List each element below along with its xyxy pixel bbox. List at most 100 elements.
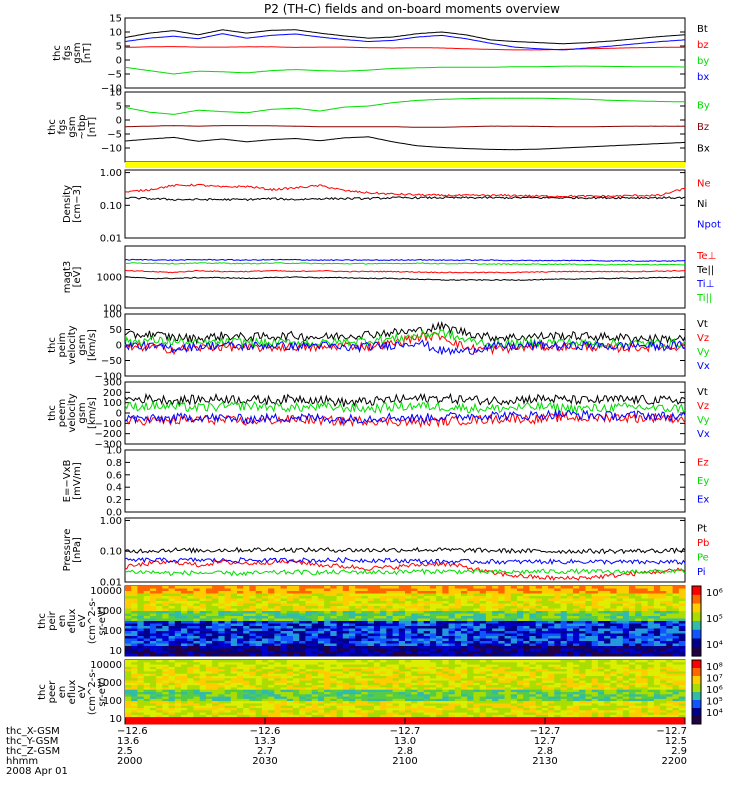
- spectrogram-cell: [125, 621, 132, 624]
- spectrogram-cell: [392, 593, 400, 597]
- spectrogram-cell: [212, 694, 219, 697]
- spectrogram-cell: [149, 606, 157, 609]
- legend-entry: Ni: [697, 199, 707, 210]
- spectrogram-cell: [504, 588, 512, 592]
- spectrogram-cell: [417, 666, 424, 670]
- spectrogram-cell: [255, 685, 263, 688]
- spectrogram-cell: [436, 669, 443, 672]
- spectrogram-cell: [554, 636, 561, 639]
- spectrogram-cell: [249, 701, 256, 704]
- spectrogram-cell: [585, 666, 592, 670]
- spectrogram-cell: [386, 593, 393, 597]
- spectrogram-cell: [529, 666, 536, 670]
- spectrogram-cell: [604, 653, 611, 657]
- spectrogram-cell: [386, 671, 393, 675]
- spectrogram-cell: [311, 638, 319, 642]
- spectrogram-cell: [411, 608, 418, 612]
- spectrogram-cell: [212, 596, 219, 599]
- spectrogram-cell: [355, 623, 362, 627]
- spectrogram-cell: [616, 653, 624, 657]
- spectrogram-cell: [492, 714, 499, 718]
- spectrogram-cell: [548, 660, 555, 663]
- spectrogram-cell: [280, 708, 288, 711]
- spectrogram-cell: [131, 669, 138, 672]
- spectrogram-cell: [392, 623, 400, 627]
- spectrogram-cell: [517, 596, 524, 599]
- spectrogram-cell: [517, 633, 524, 637]
- spectrogram-cell: [367, 648, 375, 652]
- spectrogram-cell: [255, 638, 263, 642]
- spectrogram-cell: [461, 653, 468, 657]
- spectrogram-cell: [199, 588, 207, 592]
- spectrogram-cell: [380, 694, 387, 697]
- spectrogram-cell: [616, 705, 624, 709]
- spectrogram-cell: [181, 682, 188, 686]
- spectrogram-cell: [299, 633, 306, 637]
- spectrogram-cell: [305, 608, 312, 612]
- colorbar-segment: [692, 621, 701, 631]
- spectrogram-cell: [573, 643, 580, 647]
- y-axis-label: thc fgs gsm ~tbp [nT]: [47, 115, 98, 140]
- spectrogram-cell: [523, 608, 530, 612]
- spectrogram-cell: [517, 603, 524, 607]
- spectrogram-cell: [653, 638, 661, 642]
- spectrogram-cell: [373, 682, 381, 686]
- spectrogram-cell: [541, 621, 549, 624]
- spectrogram-cell: [635, 669, 642, 672]
- spectrogram-cell: [156, 696, 163, 700]
- spectrogram-cell: [479, 611, 487, 614]
- spectrogram-cell: [660, 598, 667, 602]
- spectrogram-cell: [125, 623, 132, 627]
- spectrogram-cell: [355, 708, 362, 711]
- spectrogram-cell: [529, 680, 536, 684]
- spectrogram-cell: [255, 646, 263, 649]
- y-axis-label-line: gsm: [67, 116, 78, 137]
- spectrogram-cell: [585, 680, 592, 684]
- spectrogram-cell: [579, 651, 586, 654]
- spectrogram-cell: [305, 701, 312, 704]
- spectrogram-cell: [492, 621, 499, 624]
- spectrogram-cell: [678, 611, 686, 614]
- spectrogram-cell: [641, 698, 648, 702]
- spectrogram-cell: [405, 623, 412, 627]
- spectrogram-cell: [149, 666, 157, 670]
- spectrogram-cell: [622, 698, 630, 702]
- spectrogram-cell: [373, 588, 381, 592]
- spectrogram-cell: [137, 593, 144, 597]
- spectrogram-cell: [529, 616, 536, 619]
- spectrogram-cell: [573, 648, 580, 652]
- spectrogram-cell: [504, 648, 512, 652]
- spectrogram-cell: [448, 660, 456, 663]
- spectrogram-cell: [181, 626, 188, 629]
- spectrogram-cell: [268, 714, 275, 718]
- spectrogram-cell: [361, 603, 368, 607]
- spectrogram-cell: [566, 671, 574, 675]
- spectrogram-cell: [672, 626, 680, 629]
- spectrogram-cell: [653, 586, 661, 589]
- spectrogram-cell: [255, 714, 263, 718]
- spectrogram-cell: [666, 618, 673, 622]
- spectrogram-cell: [143, 626, 151, 629]
- spectrogram-cell: [604, 648, 611, 652]
- spectrogram-cell: [193, 673, 200, 677]
- spectrogram-cell: [417, 689, 424, 693]
- spectrogram-cell: [467, 701, 474, 704]
- spectrogram-cell: [541, 591, 549, 594]
- spectrogram-cell: [411, 646, 418, 649]
- spectrogram-cell: [423, 628, 431, 632]
- spectrogram-cell: [131, 633, 138, 637]
- spectrogram-cell: [168, 608, 176, 612]
- spectrogram-cell: [579, 666, 586, 670]
- spectrogram-cell: [653, 643, 661, 647]
- spectrogram-cell: [324, 698, 331, 702]
- spectrogram-cell: [398, 708, 406, 711]
- spectrogram-cell: [274, 596, 281, 599]
- spectrogram-cell: [380, 618, 387, 622]
- spectrogram-cell: [597, 613, 605, 617]
- spectrogram-cell: [423, 636, 431, 639]
- spectrogram-cell: [311, 601, 319, 604]
- spectrogram-cell: [405, 705, 412, 709]
- spectrogram-cell: [218, 660, 225, 663]
- legend-entry: Vt: [697, 319, 708, 330]
- spectrogram-cell: [336, 708, 344, 711]
